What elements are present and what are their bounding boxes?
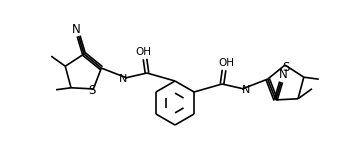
Text: N: N <box>119 74 127 84</box>
Text: OH: OH <box>218 58 234 68</box>
Text: N: N <box>242 85 250 95</box>
Text: N: N <box>279 68 287 82</box>
Text: OH: OH <box>135 47 151 57</box>
Text: S: S <box>282 60 290 73</box>
Text: N: N <box>72 22 81 35</box>
Text: S: S <box>89 84 96 97</box>
